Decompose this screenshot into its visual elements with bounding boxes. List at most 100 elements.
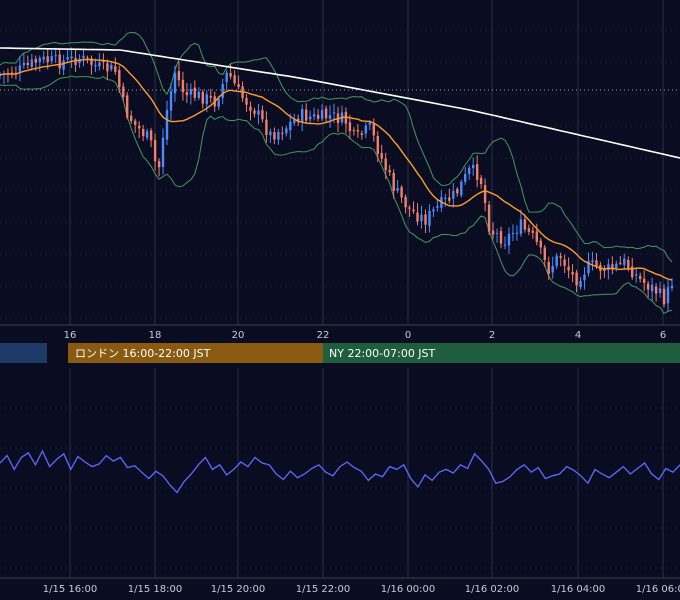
candle-body xyxy=(360,133,364,135)
moving-average-long-line xyxy=(0,47,680,159)
price-panel xyxy=(0,0,680,326)
candle-body xyxy=(130,115,133,122)
candle-body xyxy=(221,84,224,98)
candle-body xyxy=(257,110,260,115)
candle-body xyxy=(185,92,189,96)
session-bar: ロンドン 16:00-22:00 JST NY 22:00-07:00 JST xyxy=(0,343,680,363)
session-london xyxy=(68,343,323,363)
candle-body xyxy=(173,72,177,94)
candle-body xyxy=(464,174,467,182)
osc-x-tick-label: 1/16 06:00 xyxy=(636,584,680,595)
candle-body xyxy=(654,286,658,294)
osc-x-tick-label: 1/15 18:00 xyxy=(128,584,182,595)
price-x-tick-label: 2 xyxy=(489,330,495,341)
candle-body xyxy=(285,128,288,134)
candle-body xyxy=(30,59,33,67)
candle-body xyxy=(277,131,280,140)
oscillator-x-axis: 1/15 16:00 1/15 18:00 1/15 20:00 1/15 22:00… xyxy=(43,584,680,595)
candle-body xyxy=(527,228,531,232)
candle-body xyxy=(245,98,248,105)
candle-body xyxy=(658,288,662,293)
moving-averages xyxy=(0,47,680,281)
osc-x-tick-label: 1/15 16:00 xyxy=(43,584,97,595)
candle-body xyxy=(666,287,670,304)
candle-body xyxy=(460,181,463,196)
candle-body xyxy=(436,205,439,208)
candle-body xyxy=(229,73,232,77)
candle-body xyxy=(479,177,483,185)
price-x-tick-label: 22 xyxy=(317,330,330,341)
moving-average-short-line xyxy=(0,58,673,281)
candle-body xyxy=(571,271,574,275)
candle-body xyxy=(384,158,387,171)
candle-body xyxy=(364,125,367,134)
candle-body xyxy=(555,255,558,266)
candle-body xyxy=(94,65,97,67)
candle-body xyxy=(487,204,491,232)
candle-body xyxy=(86,57,89,59)
candle-body xyxy=(102,61,105,63)
candle-body xyxy=(66,57,69,60)
candle-body xyxy=(639,276,642,280)
candle-body xyxy=(483,185,487,204)
oscillator-gridlines xyxy=(0,368,680,579)
candle-body xyxy=(161,137,165,168)
candle-body xyxy=(301,109,304,122)
candle-body xyxy=(110,64,113,70)
candle-body xyxy=(507,233,511,246)
candle-body xyxy=(396,188,399,191)
candle-body xyxy=(408,207,411,209)
price-x-tick-label: 20 xyxy=(232,330,245,341)
session-ny-label: NY 22:00-07:00 JST xyxy=(329,347,436,360)
candle-body xyxy=(428,210,431,226)
candle-body xyxy=(603,268,606,271)
candle-body xyxy=(376,136,379,155)
candle-body xyxy=(328,115,332,119)
candle-body xyxy=(177,71,181,81)
candle-body xyxy=(619,262,622,264)
price-x-axis: 16 18 20 22 0 2 4 6 xyxy=(64,330,667,341)
candle-body xyxy=(468,167,471,174)
candlesticks xyxy=(0,47,674,311)
candle-body xyxy=(265,119,268,135)
candle-body xyxy=(635,274,638,276)
candle-body xyxy=(98,62,101,67)
candle-body xyxy=(631,266,634,278)
candle-body xyxy=(193,87,196,98)
candle-body xyxy=(289,121,292,131)
candle-body xyxy=(142,129,145,137)
candle-body xyxy=(579,281,582,287)
osc-x-tick-label: 1/15 20:00 xyxy=(211,584,265,595)
osc-x-tick-label: 1/16 02:00 xyxy=(465,584,519,595)
candle-body xyxy=(297,118,300,122)
candle-body xyxy=(456,189,459,194)
candle-body xyxy=(106,63,109,72)
candle-body xyxy=(559,256,562,258)
candle-body xyxy=(82,55,85,59)
candle-body xyxy=(122,86,125,97)
price-x-tick-label: 16 xyxy=(64,330,77,341)
candle-body xyxy=(523,219,527,230)
oscillator-panel xyxy=(0,368,680,579)
candle-body xyxy=(444,197,447,199)
bollinger-bands xyxy=(0,31,673,315)
candle-body xyxy=(145,131,149,138)
candle-body xyxy=(368,122,371,125)
candle-body xyxy=(424,214,427,225)
candle-body xyxy=(563,259,566,266)
candle-body xyxy=(54,55,57,57)
candle-body xyxy=(472,165,475,169)
osc-x-tick-label: 1/16 00:00 xyxy=(381,584,435,595)
candle-body xyxy=(356,130,360,132)
candle-body xyxy=(643,278,646,283)
candle-body xyxy=(293,119,296,124)
candle-body xyxy=(416,212,419,222)
candle-body xyxy=(404,196,407,208)
candle-body xyxy=(26,63,29,65)
candle-body xyxy=(225,72,228,83)
candle-body xyxy=(149,130,153,141)
candle-body xyxy=(197,91,200,98)
candle-body xyxy=(452,191,455,199)
